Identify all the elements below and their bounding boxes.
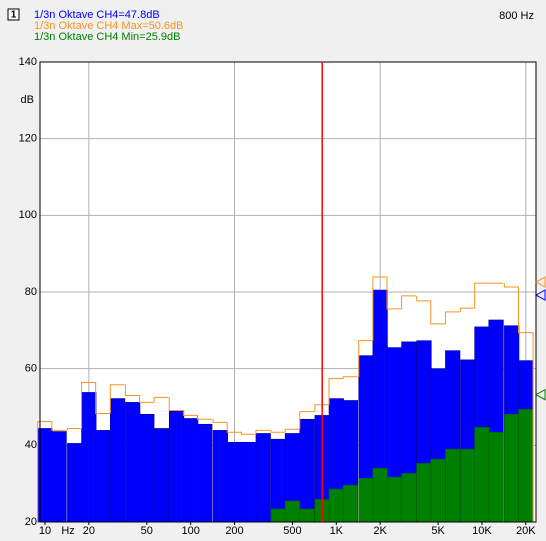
bar xyxy=(358,477,374,523)
max-step xyxy=(342,376,358,379)
max-step xyxy=(430,300,446,325)
x-tick-label: 1K xyxy=(330,525,344,536)
bar xyxy=(226,441,243,523)
y-tick-label: 60 xyxy=(25,363,37,375)
y-tick-label: 20 xyxy=(25,516,37,528)
cursor-label: 800 Hz xyxy=(499,10,534,22)
max-step xyxy=(372,276,388,341)
max-step xyxy=(416,295,432,302)
max-step xyxy=(314,404,330,412)
bar xyxy=(518,408,534,523)
max-step xyxy=(139,395,155,403)
bar xyxy=(67,443,83,523)
bar xyxy=(299,418,315,523)
bar xyxy=(51,431,67,523)
x-tick-label: 500 xyxy=(283,525,301,536)
x-tick-label: 10K xyxy=(472,525,492,536)
level-marker xyxy=(534,276,546,288)
panel-box xyxy=(7,8,20,21)
max-step xyxy=(401,295,417,309)
legend-entry: 1/3n Oktave CH4 Min=25.9dB xyxy=(34,31,180,43)
x-tick-label: 100 xyxy=(181,525,199,536)
bar xyxy=(284,500,301,523)
x-tick-label: 20K xyxy=(516,525,536,536)
legend-entry: 1/3n Oktave CH4=47.8dB xyxy=(34,9,160,21)
level-marker xyxy=(534,289,546,301)
bar xyxy=(372,468,388,523)
bar xyxy=(299,508,315,523)
max-step xyxy=(124,384,140,396)
bar xyxy=(183,418,199,523)
max-step xyxy=(196,415,213,420)
max-step xyxy=(474,282,490,309)
max-step xyxy=(358,340,374,377)
max-step xyxy=(168,397,184,411)
x-tick-label: 2K xyxy=(373,525,387,536)
bar xyxy=(445,448,461,523)
plot-frame xyxy=(39,61,537,523)
x-tick-label: 10 xyxy=(39,525,51,536)
bar xyxy=(401,473,417,523)
bar xyxy=(168,410,185,523)
max-step xyxy=(255,429,271,435)
bar xyxy=(81,392,97,523)
max-step xyxy=(81,381,97,429)
bar xyxy=(95,430,111,523)
y-tick-label: 140 xyxy=(19,56,37,68)
level-marker xyxy=(534,388,546,401)
bar xyxy=(386,476,402,523)
max-step xyxy=(518,287,534,522)
bar xyxy=(504,413,520,523)
max-step xyxy=(66,427,83,431)
max-step xyxy=(37,421,53,522)
bar xyxy=(125,402,141,523)
y-axis-label: dB xyxy=(21,94,34,106)
x-tick-label: 20 xyxy=(83,525,95,536)
bar xyxy=(270,508,286,523)
bar xyxy=(460,448,476,523)
bar xyxy=(430,458,446,523)
max-step xyxy=(270,430,286,433)
bar xyxy=(109,398,126,523)
max-step xyxy=(240,432,256,435)
max-step xyxy=(212,419,228,423)
bar xyxy=(328,488,344,523)
legend-entry: 1/3n Oktave CH4 Max=50.6dB xyxy=(34,20,184,32)
y-tick-label: 40 xyxy=(25,439,37,451)
max-step xyxy=(328,378,344,405)
panel-number: 1 xyxy=(11,10,17,21)
bar xyxy=(474,427,490,523)
x-tick-label: 200 xyxy=(225,525,243,536)
x-tick-label: 5K xyxy=(431,525,445,536)
bar xyxy=(342,484,358,523)
bar xyxy=(212,430,228,523)
bar xyxy=(139,413,155,523)
y-tick-label: 100 xyxy=(19,209,37,221)
bar xyxy=(241,441,257,523)
y-tick-label: 120 xyxy=(19,133,37,145)
max-step xyxy=(444,311,461,324)
max-step xyxy=(299,411,315,430)
max-step xyxy=(284,428,300,433)
max-step xyxy=(153,396,169,403)
y-tick-label: 80 xyxy=(25,286,37,298)
bar xyxy=(416,463,432,523)
max-step xyxy=(460,307,476,312)
x-unit-label: Hz xyxy=(61,525,74,536)
bar xyxy=(488,431,504,523)
max-step xyxy=(226,422,242,433)
max-step xyxy=(109,384,125,414)
bar xyxy=(197,423,213,523)
bar xyxy=(255,433,271,523)
max-step xyxy=(95,382,111,415)
max-step xyxy=(51,421,67,431)
max-step xyxy=(386,277,402,310)
bar xyxy=(153,428,170,523)
max-step xyxy=(182,410,198,416)
x-tick-label: 50 xyxy=(141,525,153,536)
max-step xyxy=(503,283,519,288)
